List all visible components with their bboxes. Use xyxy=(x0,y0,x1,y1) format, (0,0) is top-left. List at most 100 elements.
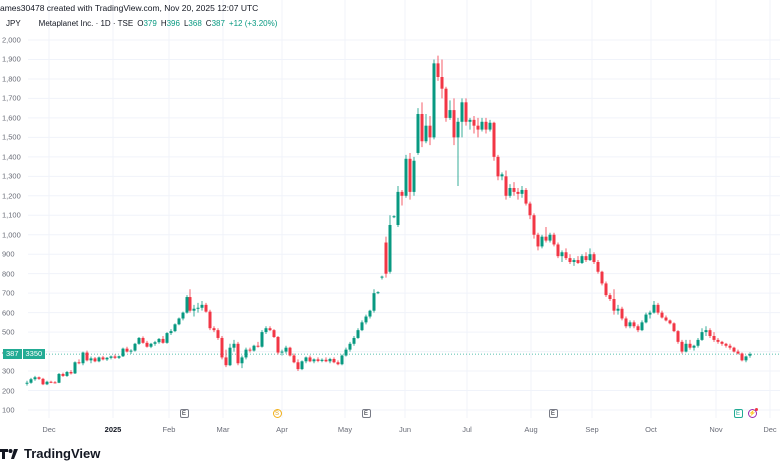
candle xyxy=(252,344,256,352)
y-tick-label: 1,200 xyxy=(2,191,21,201)
candle xyxy=(664,315,668,322)
candle xyxy=(288,346,292,357)
candle xyxy=(500,172,504,181)
candle xyxy=(212,326,216,333)
candle xyxy=(492,121,496,161)
candle xyxy=(272,329,276,338)
x-tick-label: May xyxy=(337,425,353,434)
candle xyxy=(680,339,684,354)
candle xyxy=(153,340,157,346)
earnings-marker-icon[interactable]: E xyxy=(361,409,371,418)
x-tick-label: Oct xyxy=(645,425,657,434)
candle xyxy=(516,188,520,200)
candle xyxy=(532,213,536,239)
candle xyxy=(340,354,344,366)
y-tick-label: 1,900 xyxy=(2,54,21,64)
candle xyxy=(49,380,53,384)
price-axis[interactable]: 1002003004005006007008009001,0001,1001,2… xyxy=(0,0,24,430)
candle xyxy=(552,232,556,247)
candle xyxy=(540,234,544,249)
candle xyxy=(121,347,125,358)
x-tick-label: Sep xyxy=(585,425,599,434)
candle xyxy=(704,326,708,336)
y-tick-label: 1,000 xyxy=(2,230,21,240)
split-marker-icon[interactable]: S xyxy=(272,409,282,418)
y-tick-label: 900 xyxy=(2,249,15,259)
news-bolt-marker-icon[interactable]: ⚡ xyxy=(747,408,758,418)
brand-name: TradingView xyxy=(24,446,101,461)
candle xyxy=(256,341,260,348)
earnings-marker-icon[interactable]: E xyxy=(548,409,558,418)
candle xyxy=(220,336,224,360)
candle xyxy=(744,355,748,363)
x-tick-label: Nov xyxy=(709,425,723,434)
tradingview-brand[interactable]: TradingView xyxy=(0,446,100,461)
candle xyxy=(464,98,468,126)
candle xyxy=(420,102,424,148)
candle xyxy=(300,360,304,371)
candle xyxy=(192,304,196,317)
candle xyxy=(113,354,117,359)
candle xyxy=(61,372,65,377)
candle xyxy=(448,100,452,120)
candle xyxy=(720,340,724,346)
chart-caption: ames30478 created with TradingView.com, … xyxy=(0,3,259,13)
earnings-upcoming-marker-icon[interactable]: E xyxy=(733,409,743,418)
candle xyxy=(364,314,368,325)
candle xyxy=(125,346,129,353)
candle xyxy=(292,353,296,364)
candle xyxy=(640,320,644,332)
candle xyxy=(169,329,173,336)
candlestick-chart[interactable] xyxy=(0,0,780,440)
candle xyxy=(117,355,121,359)
candle xyxy=(632,320,636,329)
candle xyxy=(157,337,161,344)
last-price-label: 387 3350 xyxy=(3,349,46,359)
y-tick-label: 700 xyxy=(2,288,15,298)
candle xyxy=(41,377,45,386)
candle xyxy=(628,320,632,329)
y-tick-label: 1,100 xyxy=(2,210,21,220)
candle xyxy=(716,337,720,344)
candle xyxy=(624,316,628,329)
candle xyxy=(660,310,664,319)
earnings-marker-icon[interactable]: E xyxy=(179,409,189,418)
candle xyxy=(484,117,488,134)
candle xyxy=(644,312,648,324)
candle xyxy=(504,170,508,200)
candle xyxy=(161,336,165,344)
candle xyxy=(536,232,540,251)
x-tick-label: Dec xyxy=(763,425,777,434)
candle xyxy=(488,119,492,132)
x-tick-label: Jul xyxy=(462,425,472,434)
candle xyxy=(740,352,744,362)
candle xyxy=(216,328,220,340)
candle xyxy=(404,154,408,198)
candle xyxy=(93,357,97,363)
candle xyxy=(620,306,624,321)
candle xyxy=(700,328,704,341)
candle xyxy=(133,342,137,352)
candle xyxy=(428,115,432,146)
candle xyxy=(45,380,49,386)
candle xyxy=(280,349,284,356)
candle xyxy=(636,324,640,333)
candle xyxy=(672,322,676,333)
candle xyxy=(676,330,680,344)
candle xyxy=(208,309,212,331)
candle xyxy=(177,317,181,326)
y-tick-label: 1,600 xyxy=(2,113,21,123)
ohlc-legend: JPY Metaplanet Inc. · 1D · TSE O379 H396… xyxy=(6,19,277,28)
candle xyxy=(400,189,404,206)
candle xyxy=(572,258,576,266)
candle xyxy=(324,357,328,363)
y-tick-label: 1,700 xyxy=(2,93,21,103)
y-tick-label: 100 xyxy=(2,405,15,415)
symbol-label[interactable]: Metaplanet Inc. · 1D · TSE xyxy=(38,19,134,28)
candle xyxy=(708,328,712,338)
candle xyxy=(608,293,612,301)
candle xyxy=(408,152,412,200)
candle xyxy=(456,117,460,187)
candle xyxy=(728,343,732,350)
close-value: C387 xyxy=(205,19,225,28)
